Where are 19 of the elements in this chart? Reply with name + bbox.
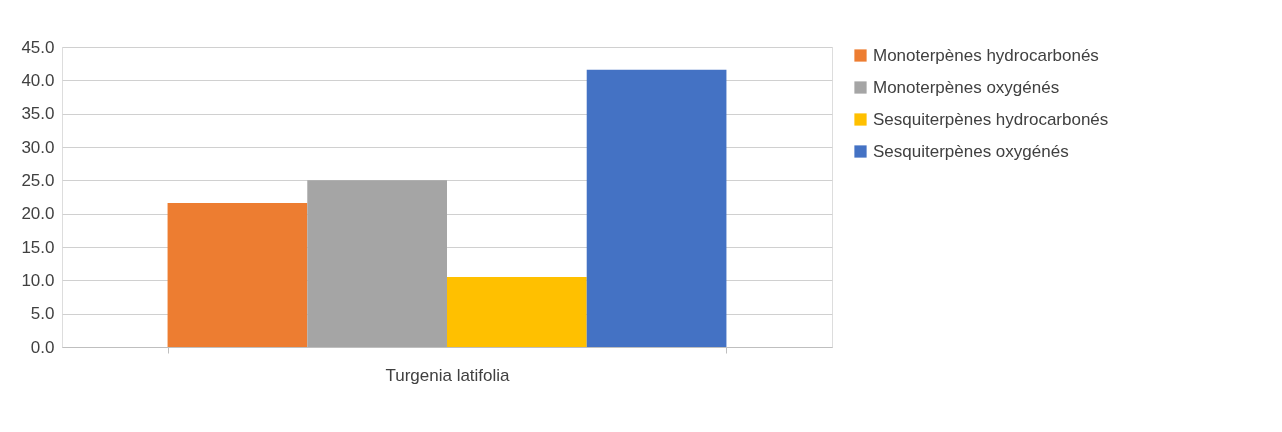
legend-label: Monoterpènes oxygénés xyxy=(873,77,1060,97)
bar xyxy=(447,277,587,347)
y-tick-label: 20.0 xyxy=(21,204,55,224)
y-tick-label: 15.0 xyxy=(21,237,55,257)
y-tick-label: 25.0 xyxy=(21,170,55,190)
bar xyxy=(586,69,727,347)
y-tick-label: 0.0 xyxy=(30,337,55,357)
y-tick-label: 35.0 xyxy=(21,104,55,124)
legend-label: Sesquiterpènes oxygénés xyxy=(873,141,1069,161)
legend-label: Sesquiterpènes hydrocarbonés xyxy=(873,109,1109,129)
y-tick-label: 10.0 xyxy=(21,270,55,290)
y-tick-label: 45.0 xyxy=(21,37,55,57)
bar xyxy=(167,203,308,347)
y-tick-label: 40.0 xyxy=(21,70,55,90)
bar xyxy=(307,180,447,347)
x-tick-label: Turgenia latifolia xyxy=(385,365,511,385)
y-tick-label: 30.0 xyxy=(21,137,55,157)
legend-label: Monoterpènes hydrocarbonés xyxy=(873,45,1099,65)
y-tick-label: 5.0 xyxy=(30,304,55,324)
